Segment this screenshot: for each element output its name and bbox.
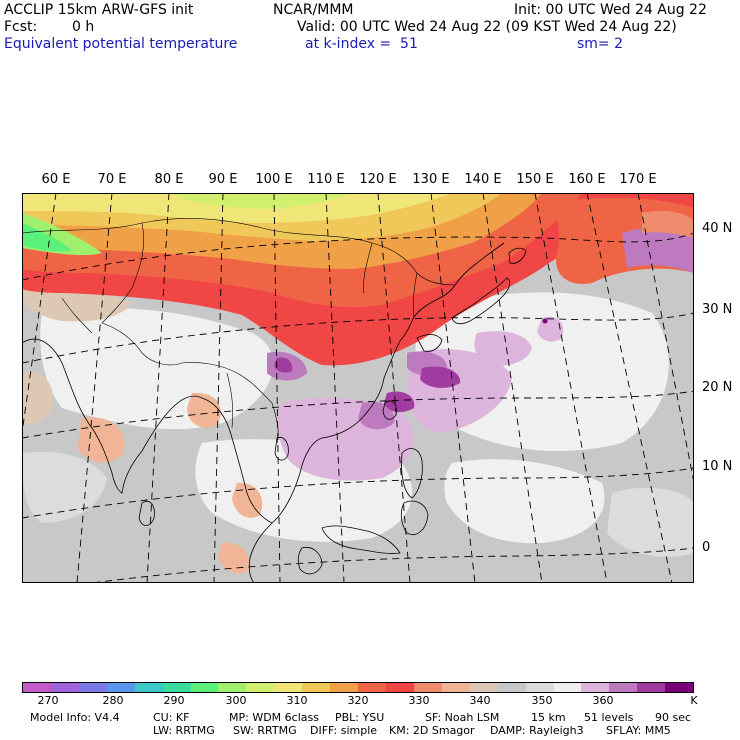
level-label: at k-index = 51 [305, 36, 418, 52]
footer-model-info: Model Info: V4.4 [30, 711, 120, 724]
model-title: ACCLIP 15km ARW-GFS init [4, 2, 194, 18]
colorbar-tick-310: 310 [286, 694, 308, 707]
lon-label-170e: 170 E [619, 172, 657, 187]
colorbar-swatch [525, 683, 554, 692]
colorbar-swatch [134, 683, 163, 692]
colorbar-swatch [78, 683, 107, 692]
colorbar-swatch [23, 683, 51, 692]
colorbar [22, 682, 694, 693]
colorbar-tick-300: 300 [225, 694, 247, 707]
colorbar-swatch [162, 683, 191, 692]
colorbar-swatch [106, 683, 135, 692]
lon-label-100e: 100 E [255, 172, 293, 187]
footer-sflay: SFLAY: MM5 [606, 724, 671, 737]
colorbar-unit: K [690, 694, 698, 707]
light-gray-regions [22, 292, 694, 557]
forecast-label: Fcst: [4, 19, 38, 35]
lon-label-130e: 130 E [412, 172, 450, 187]
colorbar-swatch [637, 683, 666, 692]
lon-label-120e: 120 E [359, 172, 397, 187]
lat-label-30n: 30 N [702, 302, 733, 317]
field-name: Equivalent potential temperature [4, 36, 238, 52]
colorbar-swatch [441, 683, 470, 692]
lon-label-90e: 90 E [208, 172, 238, 187]
purple-regions [267, 316, 564, 481]
lat-label-20n: 20 N [702, 380, 733, 395]
footer-lw: LW: RRTMG [153, 724, 215, 737]
lon-label-160e: 160 E [568, 172, 606, 187]
forecast-value: 0 h [72, 19, 95, 35]
theta-e-map [22, 193, 694, 583]
lat-label-40n: 40 N [702, 221, 733, 236]
map-frame [22, 193, 694, 583]
colorbar-tick-340: 340 [469, 694, 491, 707]
colorbar-swatch [385, 683, 414, 692]
lon-label-140e: 140 E [464, 172, 502, 187]
colorbar-tick-290: 290 [163, 694, 185, 707]
valid-time: Valid: 00 UTC Wed 24 Aug 22 (09 KST Wed … [297, 19, 677, 35]
colorbar-swatch [358, 683, 386, 692]
footer-levels: 51 levels [584, 711, 634, 724]
footer-resolution: 15 km [531, 711, 566, 724]
lat-lon-grid [22, 193, 694, 583]
lon-label-110e: 110 E [307, 172, 345, 187]
lon-label-70e: 70 E [97, 172, 127, 187]
init-time: Init: 00 UTC Wed 24 Aug 22 [514, 2, 707, 18]
colorbar-swatch [553, 683, 582, 692]
colorbar-swatch [274, 683, 303, 692]
colorbar-swatch [190, 683, 219, 692]
coastlines [22, 242, 527, 583]
colorbar-tick-280: 280 [102, 694, 124, 707]
footer-damp: DAMP: Rayleigh3 [490, 724, 584, 737]
footer-km: KM: 2D Smagor [389, 724, 475, 737]
colorbar-swatch [413, 683, 442, 692]
colorbar-swatch [581, 683, 610, 692]
colorbar-tick-330: 330 [408, 694, 430, 707]
smoothing-label: sm= 2 [577, 36, 624, 52]
colorbar-swatch [330, 683, 359, 692]
colorbar-swatch [469, 683, 498, 692]
center-label: NCAR/MMM [273, 2, 354, 18]
warm-northern-band [22, 193, 694, 366]
colorbar-swatch [302, 683, 331, 692]
footer-timestep: 90 sec [655, 711, 692, 724]
lon-label-150e: 150 E [516, 172, 554, 187]
colorbar-swatch [665, 683, 694, 692]
colorbar-swatch [50, 683, 79, 692]
lat-label-10n: 10 N [702, 459, 733, 474]
footer-pbl: PBL: YSU [335, 711, 385, 724]
colorbar-swatch [218, 683, 247, 692]
colorbar-tick-360: 360 [592, 694, 614, 707]
colorbar-swatch [609, 683, 638, 692]
lon-label-80e: 80 E [154, 172, 184, 187]
lon-label-60e: 60 E [41, 172, 71, 187]
footer-mp: MP: WDM 6class [229, 711, 319, 724]
footer-sw: SW: RRTMG [233, 724, 297, 737]
lat-label-0: 0 [702, 540, 711, 555]
colorbar-tick-350: 350 [531, 694, 553, 707]
colorbar-swatch [497, 683, 526, 692]
footer-sf: SF: Noah LSM [425, 711, 500, 724]
footer-cu: CU: KF [153, 711, 190, 724]
colorbar-tick-270: 270 [37, 694, 59, 707]
footer-diff: DIFF: simple [310, 724, 378, 737]
colorbar-swatch [246, 683, 275, 692]
colorbar-tick-320: 320 [347, 694, 369, 707]
